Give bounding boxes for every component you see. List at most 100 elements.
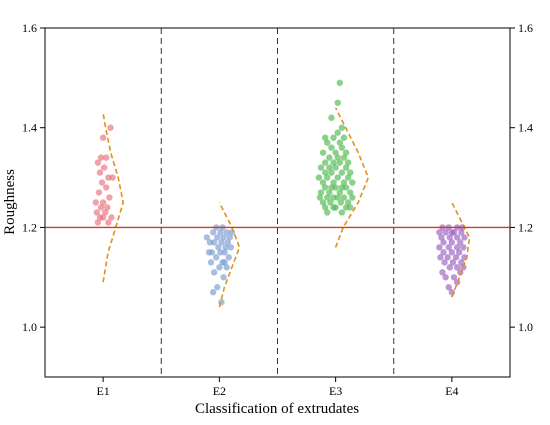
data-point	[319, 199, 327, 206]
y-tick-label-right: 1.6	[518, 21, 533, 35]
data-point	[221, 259, 228, 266]
data-point	[336, 189, 344, 196]
data-point	[106, 194, 113, 201]
data-point	[338, 124, 346, 131]
data-point	[461, 234, 468, 241]
data-point	[437, 254, 444, 261]
data-point	[445, 284, 452, 291]
data-point	[321, 184, 329, 191]
data-point	[340, 154, 348, 161]
data-point	[324, 194, 331, 201]
data-point	[225, 254, 232, 261]
data-point	[440, 249, 447, 256]
data-point	[94, 219, 102, 226]
data-point	[448, 229, 456, 236]
data-point	[326, 154, 333, 161]
data-point	[441, 259, 448, 266]
data-point	[98, 179, 106, 186]
data-point	[326, 164, 333, 171]
data-point	[220, 234, 227, 241]
y-tick-label: 1.2	[22, 220, 37, 234]
data-point	[332, 149, 339, 156]
data-point	[449, 259, 457, 266]
data-point	[216, 264, 223, 271]
data-point	[103, 154, 110, 161]
y-tick-label-right: 1.2	[518, 220, 533, 234]
data-point	[315, 174, 323, 181]
data-point	[328, 184, 335, 191]
density-curve	[218, 202, 241, 308]
data-point	[344, 174, 352, 181]
x-tick-label: E4	[445, 384, 458, 398]
data-point	[338, 209, 346, 216]
data-point	[203, 234, 211, 241]
y-tick-label-right: 1.4	[518, 121, 533, 135]
data-point	[453, 234, 461, 241]
data-point	[205, 249, 213, 256]
data-point	[436, 229, 443, 236]
data-point	[455, 249, 463, 256]
data-point	[340, 194, 348, 201]
data-point	[108, 214, 115, 221]
data-point	[326, 189, 333, 196]
data-point	[93, 209, 101, 216]
data-point	[226, 234, 234, 241]
data-point	[210, 269, 218, 276]
x-axis-ticks: E1 E2 E3 E4	[96, 377, 459, 398]
data-point	[344, 199, 352, 206]
data-point	[338, 169, 346, 176]
data-point	[319, 149, 327, 156]
data-point	[334, 99, 341, 106]
data-point	[442, 229, 449, 236]
data-point	[330, 134, 337, 141]
data-point	[217, 229, 224, 236]
data-point	[446, 234, 453, 241]
data-point	[215, 244, 222, 251]
data-point	[97, 204, 105, 211]
data-point	[458, 229, 465, 236]
data-point	[224, 239, 231, 246]
data-point	[100, 164, 108, 171]
x-tick-label: E3	[329, 384, 342, 398]
y-tick-label: 1.4	[22, 121, 37, 135]
y-tick-label: 1.0	[22, 320, 37, 334]
data-point	[347, 169, 354, 176]
data-point	[439, 269, 446, 276]
data-point	[340, 134, 348, 141]
data-point	[321, 204, 329, 211]
y-axis-ticks: 1.0 1.0 1.2 1.2 1.4 1.4 1.6 1.6	[22, 21, 533, 334]
data-point	[334, 129, 341, 136]
data-point	[457, 239, 464, 246]
data-point	[321, 159, 329, 166]
data-point	[452, 254, 460, 261]
data-point	[334, 174, 341, 181]
data-point	[342, 164, 350, 171]
data-point	[453, 244, 461, 251]
data-point	[209, 229, 217, 236]
data-point	[347, 189, 354, 196]
data-point	[328, 114, 335, 121]
data-point	[330, 204, 337, 211]
data-point	[438, 234, 445, 241]
data-point	[223, 229, 230, 236]
data-point	[97, 154, 105, 161]
data-point	[220, 274, 227, 281]
data-point	[324, 209, 331, 216]
data-point	[218, 239, 225, 246]
x-axis-label: Classification of extrudates	[195, 401, 359, 417]
data-point	[317, 164, 325, 171]
data-point	[109, 174, 116, 181]
data-point	[221, 249, 228, 256]
y-tick-label-right: 1.0	[518, 320, 533, 334]
data-point	[347, 204, 354, 211]
data-point	[227, 244, 235, 251]
data-point	[442, 274, 449, 281]
data-point	[445, 244, 452, 251]
data-point	[450, 274, 458, 281]
data-point	[99, 199, 107, 206]
data-point	[436, 244, 443, 251]
data-point	[330, 194, 337, 201]
data-point	[316, 194, 324, 201]
data-point	[218, 299, 225, 306]
